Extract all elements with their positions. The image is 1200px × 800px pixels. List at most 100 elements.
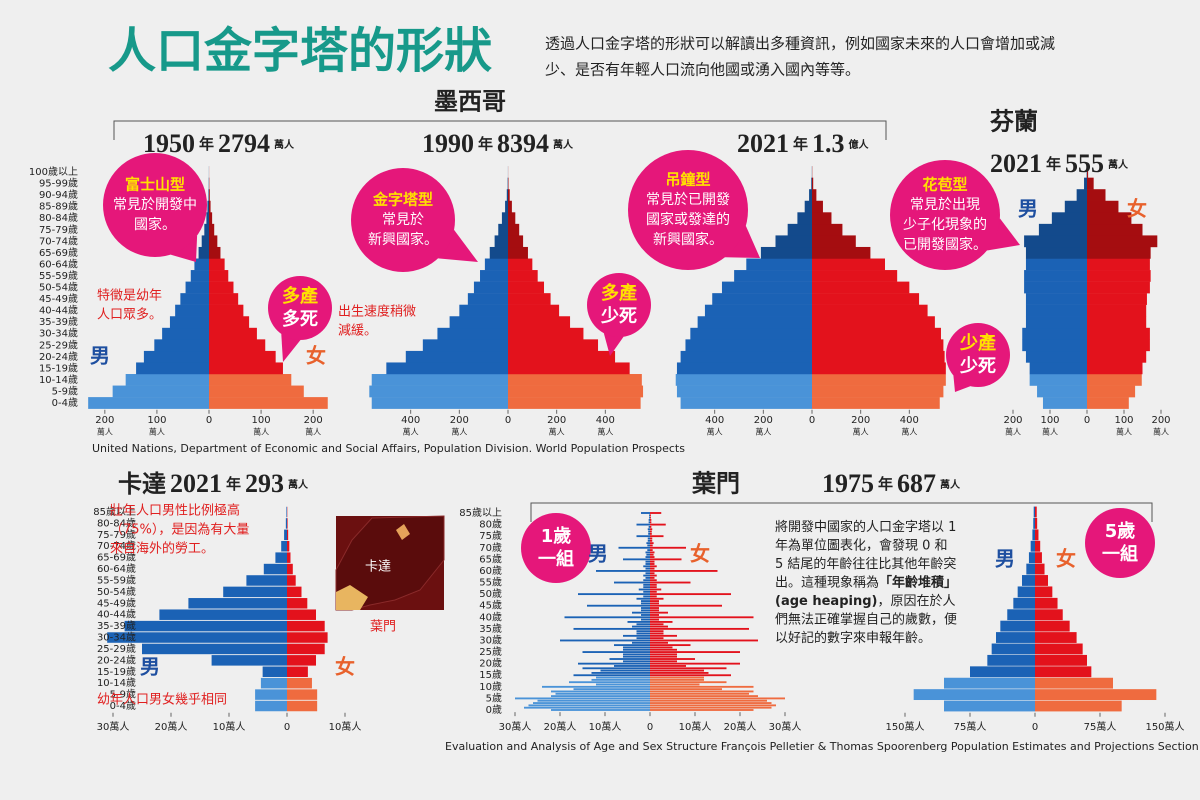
- bar: [650, 648, 677, 651]
- bar: [260, 677, 287, 689]
- bar: [650, 567, 655, 570]
- bar: [650, 558, 682, 561]
- bar: [641, 618, 650, 621]
- bar: [1024, 235, 1087, 248]
- bar: [287, 620, 325, 632]
- age-label: 75歲: [479, 529, 502, 542]
- note-part: 將開發中國家的人口金字塔以 1: [775, 519, 956, 535]
- x-tick-unit: 萬人: [597, 427, 613, 437]
- bar: [508, 327, 584, 340]
- x-tick-label: 150萬人: [1145, 720, 1184, 733]
- bar: [1087, 362, 1143, 375]
- bar: [1035, 540, 1041, 552]
- bar: [255, 689, 287, 700]
- x-tick-label: 20萬人: [544, 720, 577, 733]
- bar: [650, 676, 704, 679]
- bar: [632, 625, 650, 628]
- age-label: 5-9歲: [110, 688, 136, 701]
- bar: [573, 627, 650, 630]
- bar: [508, 246, 528, 259]
- bar: [209, 293, 239, 305]
- bar: [1033, 506, 1035, 518]
- x-tick-label: 200: [304, 415, 323, 426]
- bar: [1035, 677, 1113, 689]
- bar: [1087, 385, 1136, 398]
- tag-circle: [587, 273, 651, 337]
- bar: [369, 385, 508, 398]
- bar: [1017, 586, 1035, 598]
- bar: [281, 540, 287, 552]
- bar: [1035, 563, 1045, 575]
- tag-text: 1歲: [541, 525, 572, 547]
- note: 將開發中國家的人口金字塔以 1: [775, 519, 956, 535]
- bar: [162, 327, 209, 340]
- bar: [1025, 350, 1087, 363]
- bar: [650, 634, 677, 637]
- bar: [508, 235, 524, 248]
- bar: [1022, 339, 1087, 352]
- bar: [650, 697, 785, 700]
- bar: [636, 630, 650, 633]
- bar: [996, 632, 1035, 643]
- series-label: 女: [306, 344, 326, 368]
- bar: [650, 586, 657, 589]
- bar: [88, 397, 209, 409]
- tag-circle: [1085, 508, 1155, 578]
- bar: [650, 572, 655, 575]
- bar: [489, 246, 508, 259]
- bar: [812, 397, 940, 409]
- bar: [285, 518, 287, 529]
- bar: [169, 316, 209, 329]
- bar: [533, 702, 650, 704]
- bar: [287, 575, 296, 586]
- bubble-title: 吊鐘型: [665, 171, 710, 189]
- bar: [650, 614, 659, 616]
- x-tick-label: 200: [1003, 415, 1022, 426]
- bar: [1035, 666, 1092, 678]
- x-tick-label: 150萬人: [885, 720, 924, 733]
- bar: [650, 653, 677, 656]
- bar: [582, 667, 650, 670]
- bar: [255, 700, 287, 712]
- bar: [643, 579, 650, 582]
- bar: [154, 339, 209, 352]
- bar: [1087, 212, 1132, 225]
- bar: [206, 212, 209, 225]
- bar: [209, 362, 283, 375]
- bar: [650, 630, 664, 633]
- group-name: 墨西哥: [434, 90, 506, 116]
- bubble-text: 常見於: [382, 212, 424, 228]
- bar: [650, 539, 653, 542]
- bar: [645, 576, 650, 579]
- bar: [1087, 316, 1147, 329]
- bar: [204, 223, 209, 236]
- bar: [690, 327, 812, 340]
- bar: [209, 200, 211, 213]
- title-part: 萬人: [274, 138, 295, 151]
- chart-title: 卡達 2021 年 293 萬人: [118, 469, 309, 498]
- bar: [812, 258, 885, 271]
- bar: [650, 528, 653, 531]
- bubble-title: 富士山型: [125, 176, 185, 194]
- bar: [643, 595, 650, 598]
- bar: [623, 648, 650, 651]
- x-tick-label: 400: [705, 415, 724, 426]
- bar: [812, 339, 944, 352]
- bar: [386, 362, 508, 375]
- x-tick-label: 20萬人: [155, 720, 188, 733]
- bar: [636, 632, 650, 635]
- bar: [812, 200, 823, 213]
- series-label: 男: [1018, 197, 1038, 221]
- bar: [1025, 293, 1087, 305]
- bar: [136, 362, 209, 375]
- bar: [641, 609, 650, 612]
- bar: [159, 609, 287, 620]
- bar: [287, 689, 318, 700]
- bar: [650, 692, 749, 695]
- bar: [650, 625, 668, 628]
- bar: [287, 666, 308, 678]
- bar: [645, 551, 650, 554]
- bar: [262, 666, 287, 678]
- bar: [209, 235, 218, 248]
- bar: [650, 627, 749, 630]
